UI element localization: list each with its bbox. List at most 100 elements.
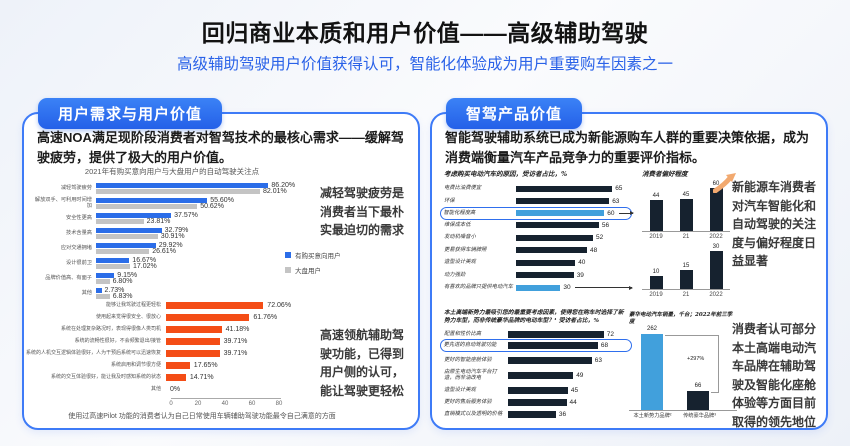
bar-label: 更易获得车辆牌照 <box>444 246 487 253</box>
bar-value: 61.76% <box>253 314 278 321</box>
bar <box>516 284 561 291</box>
bar-value: 72.06% <box>267 302 292 309</box>
bar-label: 系统的人机交互逻辑体验很好，人为干预后系统可以迅速恢复 <box>26 350 166 357</box>
bar-label: 品牌价值高、有面子 <box>45 275 92 282</box>
page-subtitle: 高级辅助驾驶用户价值获得认可，智能化体验成为用户重要购车因素之一 <box>176 56 673 73</box>
annotation-noa: 高速领航辅助驾驶功能，已得到用户侧的认可，能让驾驶更轻松 <box>320 328 405 398</box>
bar-label: 智能化程度高 <box>443 209 476 216</box>
axis-tick: 80 <box>275 401 283 407</box>
axis-tick: 传统豪华品牌³ <box>683 413 716 420</box>
bar <box>96 189 260 194</box>
chart-ev-purchase-reasons: 考虑购买电动汽车的原因，受访者占比，% 电费比油费便宜 65 环保 63 智能化程度高 6… <box>439 168 744 298</box>
mini-chart-2019-2022-second: 10 15 30 <box>642 244 730 290</box>
bar-label: 安全性更高 <box>66 215 92 222</box>
bar-value: 44 <box>652 192 660 199</box>
bar-label: 其他 <box>34 386 166 393</box>
chart-row: 系统的流畅性很好，不会频繁退出/接管 39.71% <box>34 338 364 345</box>
bar <box>709 251 723 289</box>
legend-item: 有购买意向用户 <box>285 250 341 260</box>
panel-intro: 智能驾驶辅助系统已成为新能源购车人群的重要决策依据，成为消费端衡量汽车产品竞争力… <box>445 130 810 165</box>
bar-label: 能够让我驾驶过程更轻松 <box>34 302 166 309</box>
bar <box>508 357 592 365</box>
delta-bracket <box>665 335 719 393</box>
bar <box>96 198 208 203</box>
chart-pilot-satisfaction: 能够让我驾驶过程更轻松 72.06% 使用起来觉得很安全、很放心 61.76% 系统在处… <box>26 302 364 408</box>
page-title: 回归商业本质和用户价值——高级辅助驾驶 <box>201 20 649 46</box>
bar-value: 86.20% <box>271 182 296 189</box>
bar-sub-row: 82.01% <box>96 188 295 195</box>
mini-bar-column: 15 <box>676 263 696 289</box>
chart-row: 更易获得车辆牌照 48 <box>444 247 632 254</box>
sales-x-labels: 本土新势力品牌² 传统豪华品牌³ <box>629 413 737 419</box>
bar-group: 37.57% 23.81% <box>96 212 198 225</box>
bar-sub-row: 26.61% <box>96 248 183 255</box>
bar-label: 直销模式以及透明的价格 <box>444 411 503 418</box>
bar-value: 44 <box>569 398 577 406</box>
bar-value: 16.67% <box>132 257 157 264</box>
axis-tick: 2022 <box>709 234 723 240</box>
bar-label-text: 系统的流畅性很好，不会频繁退出/接管 <box>74 337 161 344</box>
bar-sub-row: 29.92% <box>96 242 183 249</box>
bar <box>508 410 556 418</box>
bar-label: 维保成本低 <box>444 221 471 228</box>
bar <box>516 198 610 204</box>
axis-tick: 20 <box>194 401 202 407</box>
panel-badge-user-value: 用户需求与用户价值 <box>38 98 223 129</box>
bar <box>516 247 587 253</box>
bar-value: 55.60% <box>210 197 234 204</box>
bar <box>516 234 593 241</box>
bar-value: 0% <box>170 386 181 393</box>
bar-value: 66 <box>694 383 702 390</box>
bar <box>96 219 144 224</box>
bar-value: 60 <box>607 209 615 217</box>
axis-tick: 60 <box>248 401 256 407</box>
chart-row: 更好的售后服务体验 44 <box>444 398 632 406</box>
chart-row: 电费比油费便宜 65 <box>444 185 632 192</box>
mini-bar-column: 10 <box>646 269 666 289</box>
bar-label: 配置和性价比高 <box>444 330 482 337</box>
annotation-preference: 新能源车消费者对汽车智能化和自动驾驶的关注度与偏好程度日益显著 <box>732 180 817 269</box>
preference-mini-charts: 消费者偏好程度 44 45 60 2019 21 2022 10 15 30 2019 21 2… <box>642 168 736 298</box>
bar <box>96 288 102 293</box>
mini-chart-title: 消费者偏好程度 <box>642 170 688 178</box>
chart-rows: 配置和性价比高 72 更先进的自动驾驶功能 68 更好的智能座舱体验 63 由原生电动汽车平… <box>439 330 632 418</box>
chart-row: 造型设计美观 45 <box>444 386 632 394</box>
bar-value: 72 <box>606 330 615 338</box>
bar-value: 49 <box>576 371 584 379</box>
bar-label: 系统的交互体验很好，能让我及时感知系统的状态 <box>34 374 166 381</box>
sales-mini-chart: 豪华电动汽车销量，千台；2022年前三季度 +297% 262 66 本土新势力品… <box>629 312 737 420</box>
legend-item: 大盘用户 <box>285 265 341 275</box>
chart-row: 设计很前卫 16.67% 17.02% <box>34 257 346 270</box>
bar <box>687 391 709 411</box>
bar <box>515 210 605 216</box>
axis-tick: 2019 <box>649 234 663 240</box>
bar-label: 系统启用和调节很方便 <box>34 362 166 369</box>
legend-label: 大盘用户 <box>295 268 321 275</box>
bar-value: 30.91% <box>160 233 185 240</box>
chart-row: 应对交通拥堵 29.92% 26.61% <box>34 242 346 255</box>
bar-value: 262 <box>646 326 658 333</box>
mini-bar-column: 30 <box>706 244 726 289</box>
bar <box>96 243 156 248</box>
bar-value: 68 <box>600 342 609 350</box>
chart-row: 有喜欢的品牌只提供电动汽车 30 <box>444 284 634 291</box>
chart-row: 技术含量高 32.79% 30.91% <box>34 227 346 240</box>
bar <box>96 213 172 218</box>
chart-row: 其他 0% <box>34 386 364 393</box>
bar-value: 50.62% <box>200 203 224 210</box>
chart-row: 由原生电动汽车平台打造，而非油改电 49 <box>444 369 632 382</box>
bar <box>516 185 613 192</box>
bar-value: 32.79% <box>164 227 189 234</box>
bar <box>96 228 162 233</box>
bar-value: 45 <box>682 191 690 198</box>
bar-label: 设计很前卫 <box>66 260 92 267</box>
axis-tick: 40 <box>221 401 229 407</box>
chart-row: 发动机噪音小 52 <box>444 234 632 241</box>
bar-sub-row: 37.57% <box>96 212 198 219</box>
bar-value: 30 <box>563 284 571 291</box>
bar <box>96 249 150 254</box>
chart-row: 智能化程度高 60 <box>439 206 634 220</box>
chart-nev-startup-attraction: 本土高端新势力最吸引您的最重要考虑因素，使得您在购车时选择了新势力车型，而非传统… <box>439 310 744 423</box>
bar-sub-row: 6.80% <box>96 278 137 285</box>
chart-row: 更好的智能座舱体验 63 <box>444 357 632 365</box>
